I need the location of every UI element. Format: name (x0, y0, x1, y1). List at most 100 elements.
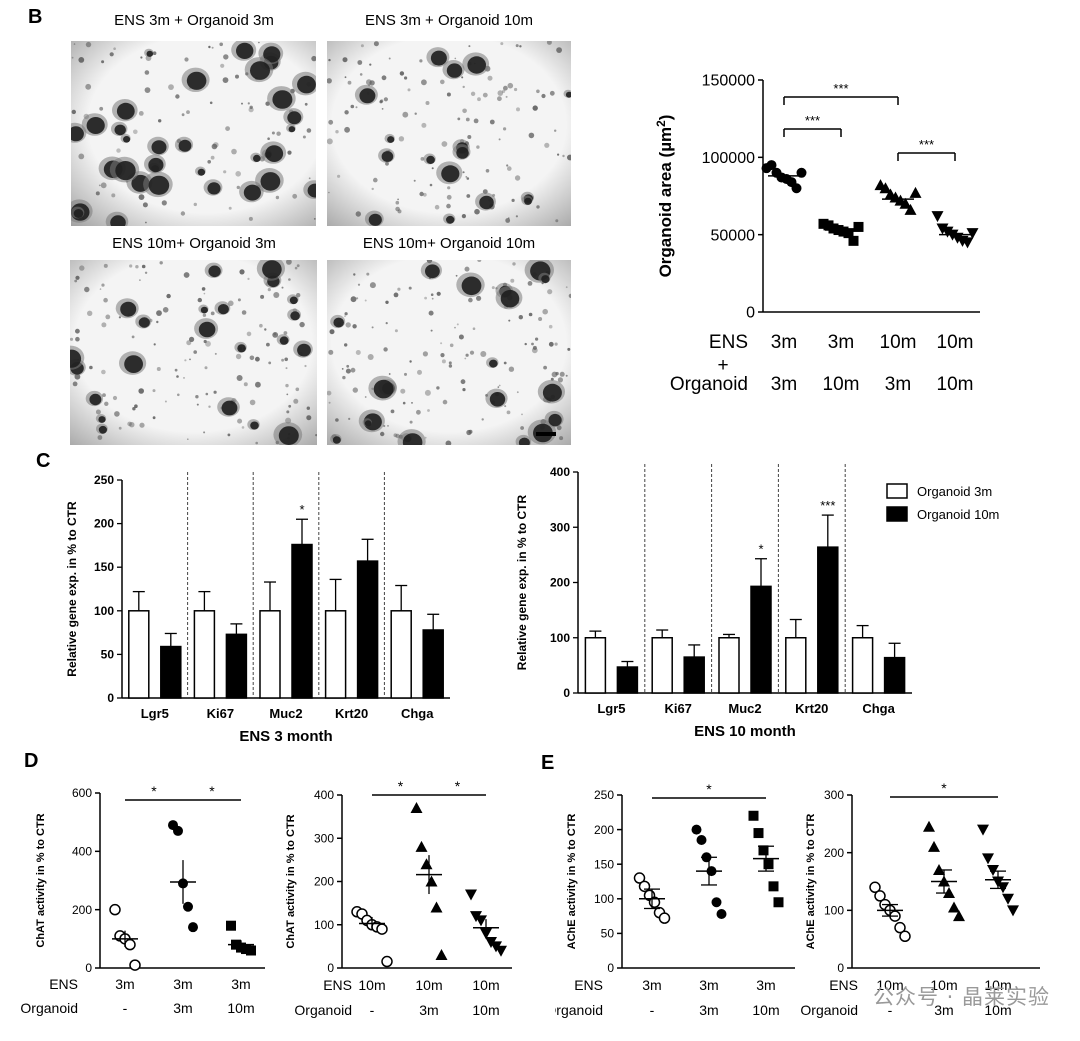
organoid (110, 215, 126, 226)
debris-particle (337, 174, 341, 178)
debris-particle (104, 401, 109, 406)
debris-particle (111, 193, 116, 198)
panel-letter-b: B (28, 6, 43, 28)
debris-particle (507, 82, 514, 89)
debris-particle (249, 399, 256, 406)
debris-particle (189, 336, 195, 342)
row-label-organoid: Organoid (555, 1002, 603, 1018)
debris-particle (328, 191, 330, 194)
debris-particle (328, 119, 334, 125)
debris-particle (210, 155, 215, 160)
debris-particle (454, 57, 457, 60)
bar (683, 656, 705, 694)
debris-particle (464, 357, 467, 360)
debris-particle (208, 405, 211, 408)
organoid (250, 61, 270, 80)
data-point (899, 197, 912, 209)
data-point (1007, 905, 1019, 917)
debris-particle (266, 342, 270, 347)
debris-particle (503, 361, 507, 365)
significance-label: * (151, 783, 157, 799)
y-tick-label: 100 (94, 604, 114, 618)
y-tick-label: 50000 (711, 227, 756, 244)
row-label-plus: + (717, 355, 728, 376)
debris-particle (398, 136, 405, 142)
data-point (874, 890, 886, 902)
debris-particle (511, 198, 515, 202)
debris-particle (208, 45, 211, 49)
debris-particle (183, 377, 185, 379)
organoid (287, 111, 302, 125)
data-point (773, 897, 784, 908)
data-point (495, 945, 507, 957)
debris-particle (223, 54, 229, 60)
y-tick-label: 0 (327, 961, 334, 975)
debris-particle (465, 353, 469, 357)
debris-particle (385, 161, 389, 166)
debris-particle (275, 195, 280, 200)
debris-particle (152, 416, 156, 420)
debris-particle (476, 295, 482, 301)
y-tick-label: 300 (550, 520, 570, 534)
debris-particle (473, 118, 479, 124)
debris-particle (557, 153, 560, 156)
debris-particle (342, 375, 346, 380)
debris-particle (462, 388, 466, 392)
debris-particle (371, 326, 374, 329)
debris-particle (441, 141, 448, 147)
debris-particle (474, 208, 480, 215)
category-label: Lgr5 (141, 706, 169, 721)
debris-particle (350, 367, 356, 373)
debris-particle (236, 375, 243, 381)
debris-particle (402, 401, 406, 405)
debris-particle (249, 105, 253, 110)
debris-particle (186, 340, 192, 346)
legend-swatch (886, 506, 908, 522)
debris-particle (152, 389, 156, 393)
organoid (541, 275, 550, 284)
debris-particle (342, 57, 348, 63)
debris-particle (211, 46, 214, 49)
legend-swatch (886, 483, 908, 499)
debris-particle (477, 97, 481, 102)
data-point (928, 840, 940, 852)
data-point (966, 228, 979, 240)
organoid (297, 343, 311, 357)
debris-particle (531, 342, 534, 346)
y-tick-label: 250 (594, 788, 614, 802)
debris-particle (101, 322, 107, 328)
gene-expression-ens10m-chart: 0 100 200 300 400 Relative gene exp. in % to … (515, 464, 999, 740)
debris-particle (207, 160, 211, 164)
debris-particle (568, 293, 571, 298)
organoid (138, 317, 150, 328)
category-label: Lgr5 (597, 701, 625, 716)
debris-particle (381, 108, 384, 110)
debris-particle (421, 122, 427, 128)
debris-particle (515, 44, 519, 48)
debris-particle (436, 291, 441, 296)
bar (718, 637, 740, 694)
debris-particle (380, 99, 384, 103)
organoid (221, 400, 238, 416)
debris-particle (502, 89, 506, 93)
debris-particle (447, 186, 451, 190)
debris-particle (462, 108, 467, 114)
debris-particle (131, 335, 135, 339)
ens-label: 10m (880, 332, 917, 353)
debris-particle (235, 353, 242, 360)
debris-particle (304, 364, 307, 368)
organoid (441, 165, 460, 183)
debris-particle (472, 327, 476, 330)
debris-particle (75, 336, 80, 342)
row-label-organoid: Organoid (294, 1002, 352, 1018)
bar (160, 645, 182, 699)
organoid (200, 306, 208, 314)
micrograph-title: ENS 10m+ Organoid 10m (362, 235, 536, 252)
organoid (368, 213, 382, 226)
debris-particle (202, 313, 207, 317)
organoid-label: - (650, 1002, 655, 1018)
debris-particle (357, 283, 361, 286)
debris-particle (567, 347, 571, 351)
chat-activity-ens10m-chart: 0 100 200 300 400 ChAT activity in % to CTR 10… (285, 778, 512, 1018)
organoid-label: - (888, 1002, 893, 1018)
